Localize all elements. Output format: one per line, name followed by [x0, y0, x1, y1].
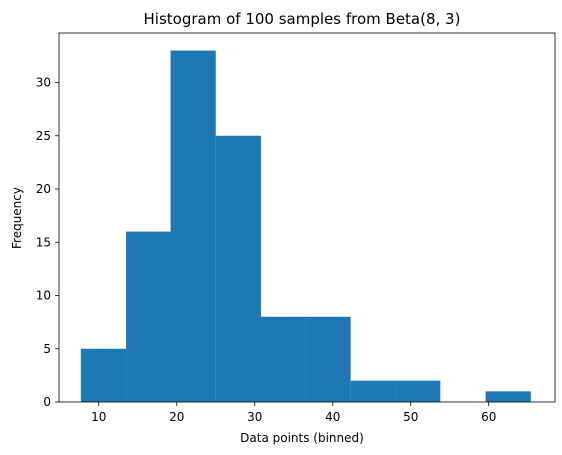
histogram-bar [260, 316, 306, 402]
y-tick-label: 0 [43, 395, 51, 409]
y-tick-label: 5 [43, 342, 51, 356]
histogram-bar [395, 380, 441, 402]
histogram-bar [305, 316, 351, 402]
x-tick-label: 10 [91, 410, 106, 424]
histogram-bar [215, 135, 261, 402]
histogram-bar [170, 50, 216, 402]
y-tick-label: 30 [36, 76, 51, 90]
plot-frame [58, 32, 556, 403]
x-tick-label: 40 [325, 410, 340, 424]
x-axis-ticks: 10 20 30 40 50 60 [91, 402, 496, 424]
y-tick-label: 20 [36, 182, 51, 196]
histogram-bar [126, 231, 171, 402]
histogram-bar [350, 380, 396, 402]
histogram-bar [80, 348, 127, 402]
x-tick-label: 20 [169, 410, 184, 424]
y-tick-label: 10 [36, 289, 51, 303]
y-axis-label: Frequency [10, 187, 24, 249]
y-tick-label: 25 [36, 129, 51, 143]
bars-group [80, 50, 531, 402]
y-tick-label: 15 [36, 235, 51, 249]
x-tick-label: 30 [247, 410, 262, 424]
y-axis-ticks: 0 5 10 15 20 25 30 [36, 76, 59, 409]
x-axis-label: Data points (binned) [240, 431, 364, 445]
histogram-bar [485, 391, 531, 402]
chart-title: Histogram of 100 samples from Beta(8, 3) [144, 10, 461, 28]
x-tick-label: 50 [403, 410, 418, 424]
x-tick-label: 60 [481, 410, 496, 424]
